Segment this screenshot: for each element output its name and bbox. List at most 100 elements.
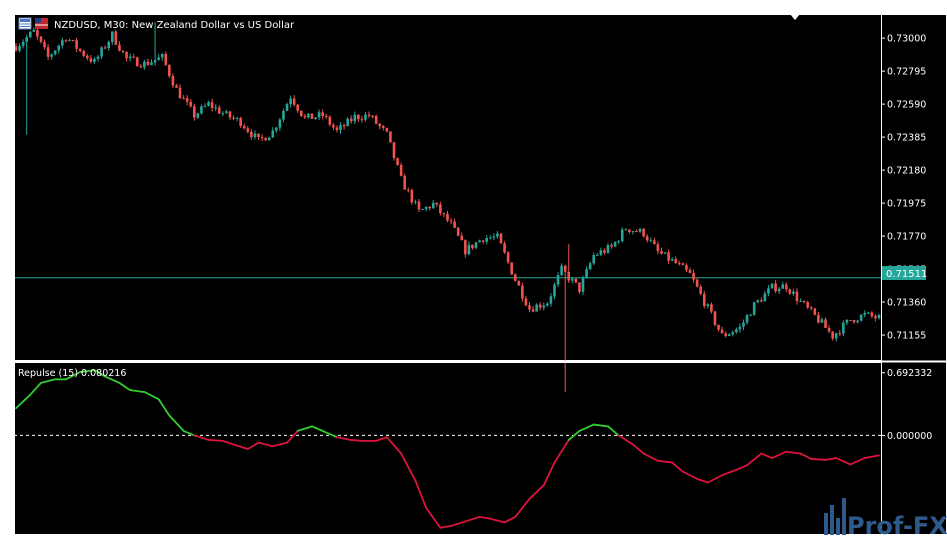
candle[interactable] [14, 42, 18, 52]
candle[interactable] [478, 239, 481, 243]
candle-body[interactable] [809, 307, 813, 309]
candle-body[interactable] [585, 269, 588, 278]
candle-body[interactable] [677, 263, 681, 265]
candle[interactable] [770, 283, 774, 289]
candle[interactable] [724, 331, 727, 338]
repulse-segment[interactable] [104, 375, 121, 384]
candle-body[interactable] [852, 320, 856, 323]
candle[interactable] [36, 28, 39, 40]
repulse-segment[interactable] [336, 436, 353, 441]
candle-body[interactable] [735, 329, 738, 333]
candle[interactable] [877, 313, 881, 320]
candle[interactable] [292, 95, 296, 107]
candle[interactable] [39, 36, 43, 44]
candle[interactable] [321, 109, 324, 120]
candle[interactable] [367, 111, 371, 118]
candle[interactable] [603, 248, 606, 255]
candle-body[interactable] [125, 51, 128, 59]
candle[interactable] [760, 297, 763, 303]
candle[interactable] [442, 212, 446, 218]
candle-body[interactable] [143, 61, 146, 68]
candle-body[interactable] [788, 289, 792, 294]
candle[interactable] [428, 206, 431, 211]
candle-body[interactable] [560, 265, 563, 276]
candle[interactable] [560, 263, 563, 277]
candle-body[interactable] [157, 57, 160, 61]
candle[interactable] [121, 50, 125, 54]
repulse-segment[interactable] [193, 434, 210, 441]
candle[interactable] [781, 281, 785, 289]
candle[interactable] [278, 117, 282, 132]
candle-body[interactable] [103, 47, 107, 49]
candle-body[interactable] [745, 315, 749, 323]
candle-body[interactable] [599, 250, 603, 255]
candle-body[interactable] [442, 213, 446, 215]
candle-body[interactable] [710, 304, 713, 312]
candle[interactable] [335, 125, 339, 133]
candle-body[interactable] [439, 204, 442, 214]
candle[interactable] [524, 295, 528, 307]
candle-body[interactable] [153, 60, 157, 63]
repulse-segment[interactable] [246, 441, 260, 450]
candle[interactable] [667, 249, 670, 264]
candle[interactable] [160, 53, 164, 61]
indicator-lines[interactable] [15, 369, 880, 529]
repulse-segment[interactable] [168, 414, 185, 432]
candle-body[interactable] [738, 326, 742, 330]
candle[interactable] [595, 253, 599, 256]
candle-body[interactable] [221, 113, 225, 115]
candle-body[interactable] [781, 284, 785, 289]
candle[interactable] [210, 98, 214, 112]
candle[interactable] [460, 232, 464, 241]
candle[interactable] [317, 109, 321, 121]
candle-body[interactable] [36, 29, 39, 37]
candle-body[interactable] [346, 118, 349, 127]
candle[interactable] [749, 313, 752, 316]
repulse-segment[interactable] [79, 369, 96, 373]
candle-body[interactable] [406, 189, 410, 191]
candle-body[interactable] [382, 126, 385, 128]
candle-body[interactable] [685, 265, 688, 270]
candle-body[interactable] [802, 301, 806, 303]
candle[interactable] [874, 314, 877, 322]
candle[interactable] [296, 104, 300, 113]
candle-body[interactable] [275, 127, 278, 131]
candle-body[interactable] [863, 313, 867, 315]
candle-body[interactable] [859, 314, 863, 321]
candle[interactable] [207, 100, 210, 107]
candle[interactable] [817, 311, 820, 324]
candle-body[interactable] [756, 300, 760, 303]
repulse-segment[interactable] [400, 452, 417, 482]
candle[interactable] [838, 329, 842, 337]
candle-body[interactable] [474, 242, 478, 249]
candle[interactable] [474, 241, 478, 250]
candle-body[interactable] [264, 137, 267, 141]
candle-body[interactable] [592, 255, 596, 264]
candle-body[interactable] [817, 314, 820, 323]
candle[interactable] [581, 275, 585, 295]
candle-body[interactable] [107, 41, 111, 49]
repulse-segment[interactable] [464, 515, 481, 523]
candle[interactable] [399, 162, 403, 177]
candle[interactable] [692, 269, 695, 283]
candle[interactable] [332, 122, 335, 131]
candle[interactable] [114, 30, 118, 46]
candle-body[interactable] [114, 31, 118, 45]
candle-body[interactable] [235, 117, 239, 119]
candle-body[interactable] [617, 241, 620, 243]
candle[interactable] [784, 282, 788, 293]
candle-body[interactable] [453, 221, 456, 228]
candle[interactable] [410, 188, 414, 205]
candle-body[interactable] [749, 314, 752, 316]
candle-body[interactable] [139, 66, 143, 68]
candle-body[interactable] [389, 131, 392, 143]
candle[interactable] [752, 301, 756, 316]
candle-body[interactable] [571, 278, 574, 281]
candle[interactable] [382, 124, 385, 131]
candle[interactable] [628, 229, 631, 234]
candle-body[interactable] [567, 271, 571, 281]
candle[interactable] [727, 333, 731, 337]
repulse-segment[interactable] [632, 443, 645, 455]
candle-body[interactable] [624, 229, 628, 231]
candle-body[interactable] [638, 228, 642, 232]
